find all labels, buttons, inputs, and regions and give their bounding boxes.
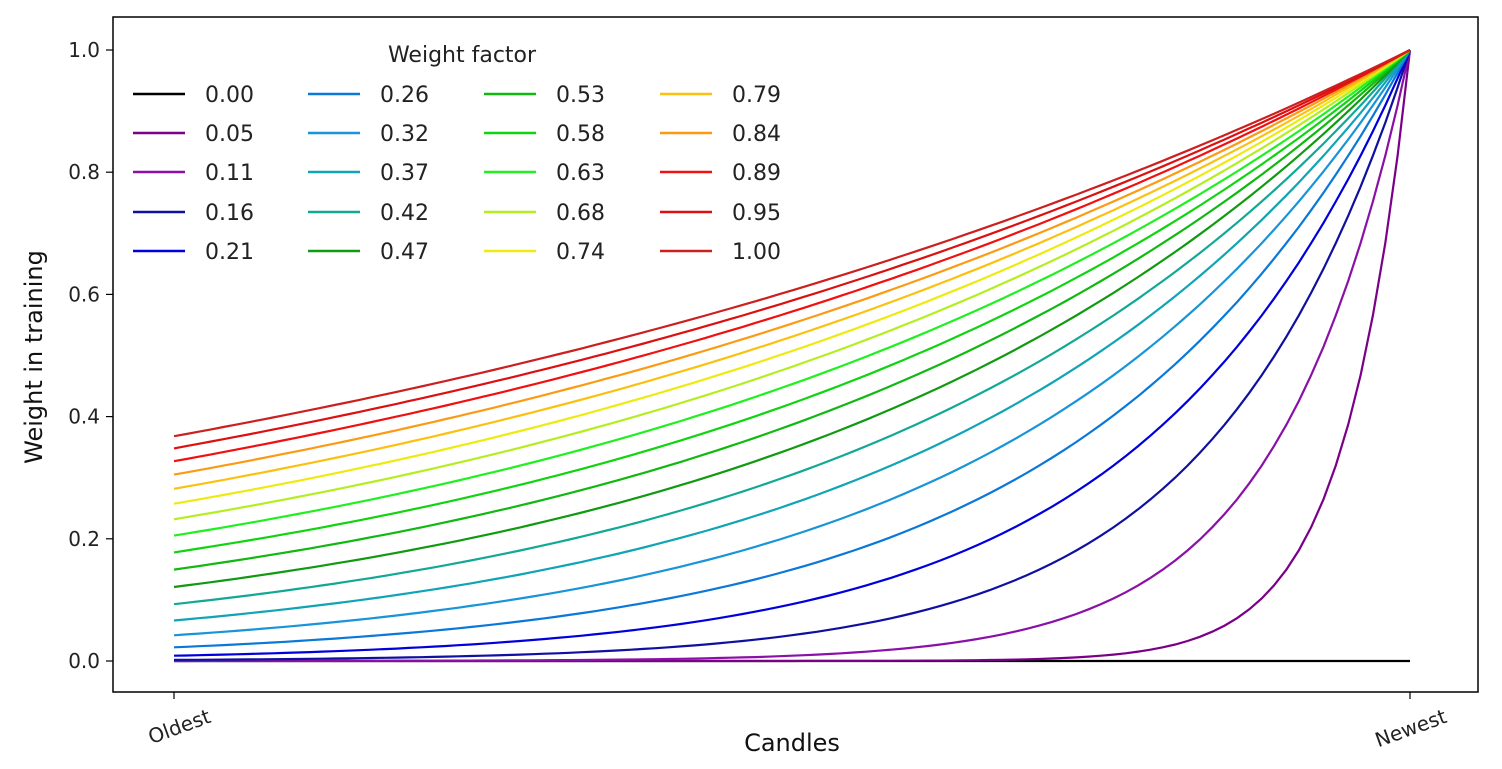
legend-entry: 0.32 bbox=[380, 122, 429, 147]
series-line-0.32 bbox=[173, 49, 1411, 637]
legend-entry: 0.53 bbox=[556, 83, 605, 108]
series-line-0.74 bbox=[173, 49, 1411, 505]
series-line-0.37 bbox=[173, 49, 1411, 622]
y-tick-label: 0.8 bbox=[68, 160, 100, 184]
x-axis-label: Candles bbox=[744, 729, 840, 757]
legend-entry: 0.58 bbox=[556, 122, 605, 147]
series-line-0.47 bbox=[173, 49, 1411, 589]
y-tick-label: 0.6 bbox=[68, 282, 100, 306]
y-tick-label: 0.4 bbox=[68, 405, 100, 429]
series-line-0.21 bbox=[173, 49, 1412, 657]
legend-entry: 0.42 bbox=[380, 201, 429, 226]
y-tick-label: 1.0 bbox=[68, 38, 100, 62]
legend-entry: 0.47 bbox=[380, 240, 429, 265]
legend-entry: 0.37 bbox=[380, 161, 429, 186]
legend-entry: 0.89 bbox=[732, 161, 781, 186]
series-line-0.58 bbox=[173, 49, 1411, 554]
series-line-0.16 bbox=[173, 49, 1412, 661]
legend-entry: 0.00 bbox=[205, 83, 254, 108]
y-tick-label: 0.2 bbox=[68, 527, 100, 551]
legend-entry: 1.00 bbox=[732, 240, 781, 265]
y-tick-label: 0.0 bbox=[68, 649, 100, 673]
legend: Weight factor 0.00 0.05 0.11 0.16 0.21 0.26 0.… bbox=[133, 43, 781, 265]
plot-frame bbox=[112, 16, 1479, 693]
legend-entry: 0.11 bbox=[205, 161, 254, 186]
y-axis-label: Weight in training bbox=[20, 250, 48, 464]
series-line-0.89 bbox=[173, 49, 1411, 463]
legend-entry: 0.26 bbox=[380, 83, 429, 108]
legend-entry: 0.74 bbox=[556, 240, 605, 265]
legend-entry: 0.68 bbox=[556, 201, 605, 226]
series-line-0.42 bbox=[173, 49, 1411, 606]
series-line-0.53 bbox=[173, 49, 1411, 571]
series-line-0.84 bbox=[173, 49, 1411, 476]
series-lines bbox=[173, 49, 1412, 663]
series-line-0.11 bbox=[174, 49, 1412, 663]
legend-entry: 0.79 bbox=[732, 83, 781, 108]
x-tick-label: Newest bbox=[1372, 704, 1450, 752]
legend-entry: 0.95 bbox=[732, 201, 781, 226]
series-line-1.00 bbox=[173, 49, 1411, 438]
legend-entry: 0.05 bbox=[205, 122, 254, 147]
legend-entry: 0.16 bbox=[205, 201, 254, 226]
series-line-0.26 bbox=[173, 49, 1411, 649]
legend-entry: 0.21 bbox=[205, 240, 254, 265]
y-axis: 0.0 0.2 0.4 0.6 0.8 1.0 bbox=[68, 38, 113, 673]
legend-title: Weight factor bbox=[388, 43, 537, 68]
x-tick-label: Oldest bbox=[145, 704, 214, 749]
series-line-0.68 bbox=[173, 49, 1411, 521]
legend-entry: 0.84 bbox=[732, 122, 781, 147]
legend-entry: 0.63 bbox=[556, 161, 605, 186]
series-line-0.95 bbox=[173, 49, 1411, 450]
series-line-0.79 bbox=[173, 49, 1411, 490]
series-line-0.63 bbox=[173, 49, 1411, 537]
